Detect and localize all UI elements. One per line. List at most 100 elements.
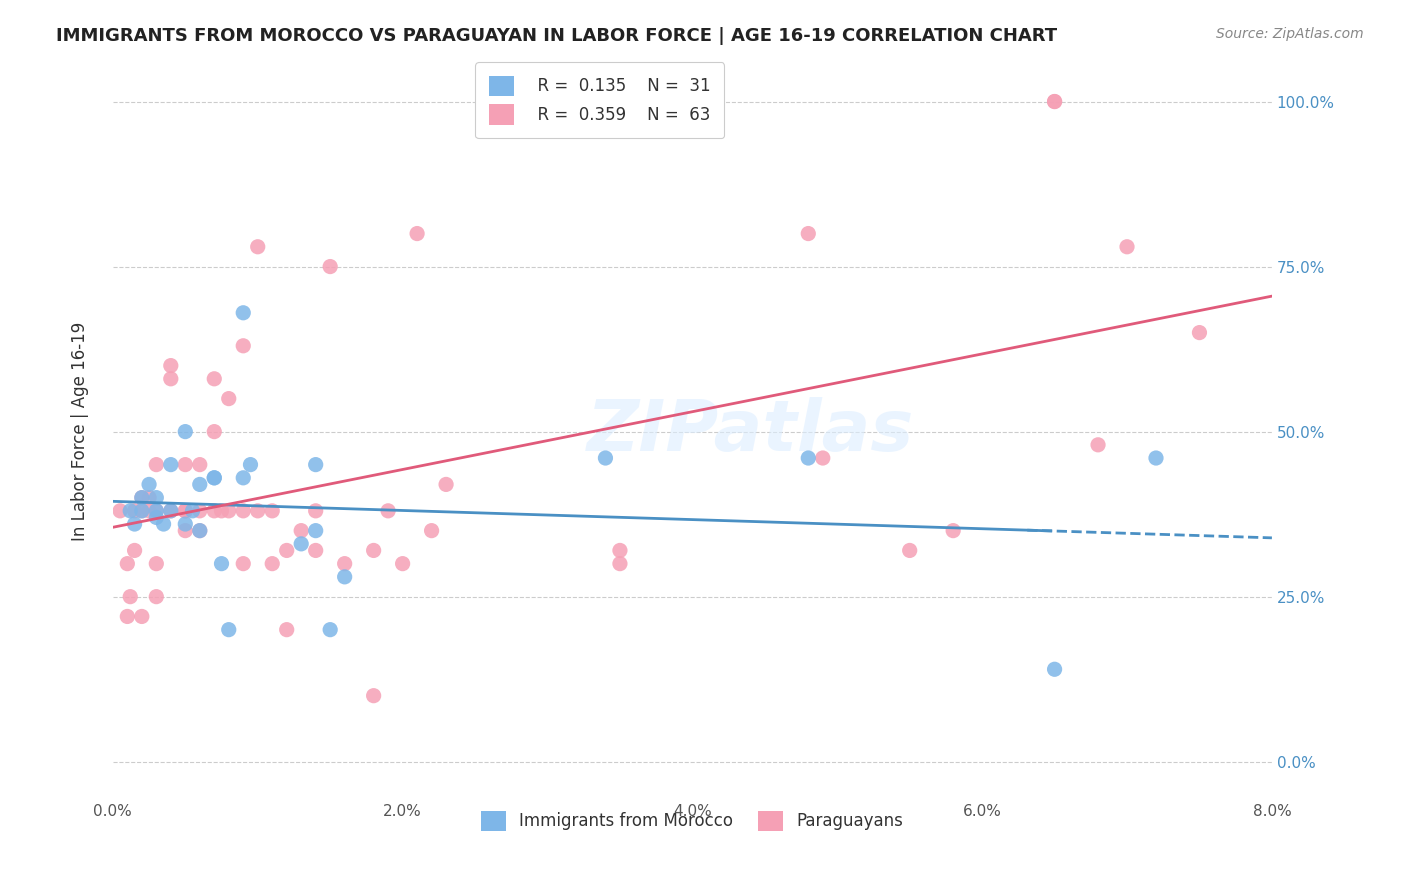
Point: [811, 450, 834, 465]
Point: [333, 557, 356, 571]
Point: [124, 543, 146, 558]
Point: [145, 510, 167, 524]
Point: [246, 504, 269, 518]
Point: [159, 372, 181, 386]
Point: [391, 557, 413, 571]
Point: [898, 543, 921, 558]
Point: [202, 471, 225, 485]
Point: [188, 524, 211, 538]
Point: [377, 504, 399, 518]
Point: [131, 491, 153, 505]
Point: [942, 524, 965, 538]
Point: [202, 471, 225, 485]
Point: [1043, 95, 1066, 109]
Point: [218, 392, 240, 406]
Point: [181, 504, 204, 518]
Point: [232, 471, 254, 485]
Point: [174, 516, 197, 531]
Point: [276, 543, 298, 558]
Point: [797, 450, 820, 465]
Point: [131, 504, 153, 518]
Point: [1116, 240, 1139, 254]
Point: [174, 504, 197, 518]
Text: IMMIGRANTS FROM MOROCCO VS PARAGUAYAN IN LABOR FORCE | AGE 16-19 CORRELATION CHA: IMMIGRANTS FROM MOROCCO VS PARAGUAYAN IN…: [56, 27, 1057, 45]
Legend: Immigrants from Morocco, Paraguayans: Immigrants from Morocco, Paraguayans: [468, 797, 917, 845]
Point: [305, 543, 328, 558]
Point: [609, 543, 631, 558]
Point: [305, 504, 328, 518]
Point: [434, 477, 457, 491]
Point: [232, 557, 254, 571]
Point: [159, 458, 181, 472]
Point: [174, 504, 197, 518]
Point: [131, 491, 153, 505]
Point: [145, 557, 167, 571]
Point: [218, 623, 240, 637]
Point: [202, 425, 225, 439]
Point: [1087, 438, 1109, 452]
Point: [174, 425, 197, 439]
Point: [319, 623, 342, 637]
Point: [211, 557, 233, 571]
Point: [1188, 326, 1211, 340]
Point: [290, 524, 312, 538]
Point: [276, 623, 298, 637]
Point: [797, 227, 820, 241]
Text: Source: ZipAtlas.com: Source: ZipAtlas.com: [1216, 27, 1364, 41]
Point: [188, 504, 211, 518]
Point: [1144, 450, 1167, 465]
Point: [145, 458, 167, 472]
Text: ZIPatlas: ZIPatlas: [586, 397, 914, 467]
Point: [108, 504, 131, 518]
Point: [117, 557, 139, 571]
Point: [262, 504, 284, 518]
Y-axis label: In Labor Force | Age 16-19: In Labor Force | Age 16-19: [72, 322, 89, 541]
Point: [595, 450, 617, 465]
Point: [202, 504, 225, 518]
Point: [120, 504, 142, 518]
Point: [124, 516, 146, 531]
Point: [1043, 95, 1066, 109]
Point: [333, 570, 356, 584]
Point: [211, 504, 233, 518]
Point: [239, 458, 262, 472]
Point: [138, 491, 160, 505]
Point: [232, 306, 254, 320]
Point: [246, 240, 269, 254]
Point: [159, 504, 181, 518]
Point: [305, 458, 328, 472]
Point: [159, 504, 181, 518]
Point: [188, 458, 211, 472]
Point: [124, 504, 146, 518]
Point: [174, 458, 197, 472]
Point: [232, 339, 254, 353]
Point: [188, 477, 211, 491]
Point: [174, 524, 197, 538]
Point: [406, 227, 429, 241]
Point: [145, 504, 167, 518]
Point: [1043, 662, 1066, 676]
Point: [138, 504, 160, 518]
Point: [609, 557, 631, 571]
Point: [363, 689, 385, 703]
Point: [202, 372, 225, 386]
Point: [159, 359, 181, 373]
Point: [232, 504, 254, 518]
Point: [138, 477, 160, 491]
Point: [319, 260, 342, 274]
Point: [363, 543, 385, 558]
Point: [117, 609, 139, 624]
Point: [145, 590, 167, 604]
Point: [290, 537, 312, 551]
Point: [131, 609, 153, 624]
Point: [145, 491, 167, 505]
Point: [152, 516, 174, 531]
Point: [120, 590, 142, 604]
Point: [145, 504, 167, 518]
Point: [218, 504, 240, 518]
Point: [131, 504, 153, 518]
Point: [305, 524, 328, 538]
Point: [188, 524, 211, 538]
Point: [262, 557, 284, 571]
Point: [420, 524, 443, 538]
